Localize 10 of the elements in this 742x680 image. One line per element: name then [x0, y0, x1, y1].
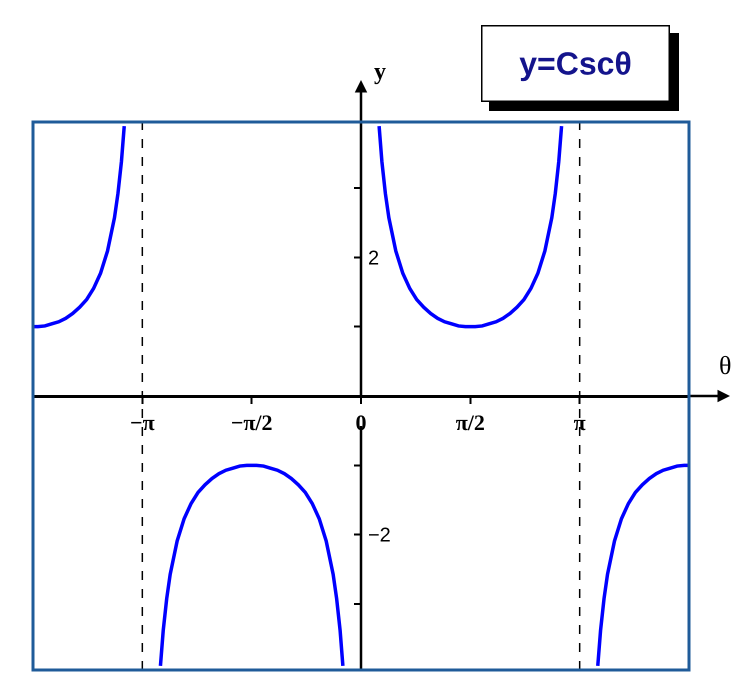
x-tick-label: −π/2 — [230, 410, 273, 436]
x-axis-title: θ — [719, 351, 732, 380]
x-tick-label: π — [574, 410, 586, 436]
y-tick-label: 2 — [368, 247, 380, 270]
y-axis-title: y — [374, 59, 386, 85]
chart-title: y=Cscθ — [519, 46, 632, 82]
x-tick-label: −π — [130, 410, 155, 436]
x-tick-label: π/2 — [456, 410, 485, 436]
y-tick-label: −2 — [368, 524, 391, 547]
x-tick-label: 0 — [356, 410, 366, 436]
